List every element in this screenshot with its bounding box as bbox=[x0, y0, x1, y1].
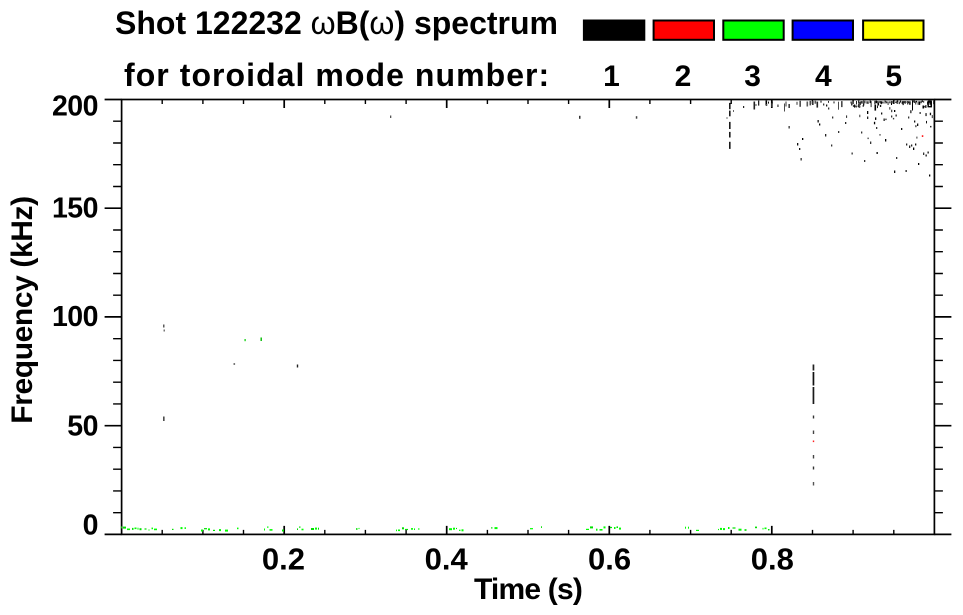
svg-text:for toroidal mode number:: for toroidal mode number: bbox=[124, 57, 550, 93]
svg-text:0.8: 0.8 bbox=[751, 542, 794, 577]
svg-text:200: 200 bbox=[52, 90, 98, 122]
svg-text:4: 4 bbox=[815, 60, 832, 93]
svg-text:0.6: 0.6 bbox=[588, 542, 631, 577]
svg-text:0.2: 0.2 bbox=[262, 542, 305, 577]
svg-text:Time (s): Time (s) bbox=[474, 573, 582, 606]
svg-text:Shot 122232 ωB(ω) spectrum: Shot 122232 ωB(ω) spectrum bbox=[115, 5, 558, 41]
svg-text:0.4: 0.4 bbox=[425, 542, 469, 577]
svg-text:2: 2 bbox=[675, 60, 692, 93]
svg-text:1: 1 bbox=[603, 60, 620, 93]
svg-text:150: 150 bbox=[52, 193, 98, 225]
svg-text:50: 50 bbox=[67, 410, 98, 442]
svg-text:Frequency (kHz): Frequency (kHz) bbox=[6, 196, 39, 423]
svg-text:3: 3 bbox=[744, 60, 761, 93]
svg-text:0: 0 bbox=[83, 510, 98, 542]
svg-text:5: 5 bbox=[885, 60, 902, 93]
svg-text:100: 100 bbox=[52, 301, 98, 333]
